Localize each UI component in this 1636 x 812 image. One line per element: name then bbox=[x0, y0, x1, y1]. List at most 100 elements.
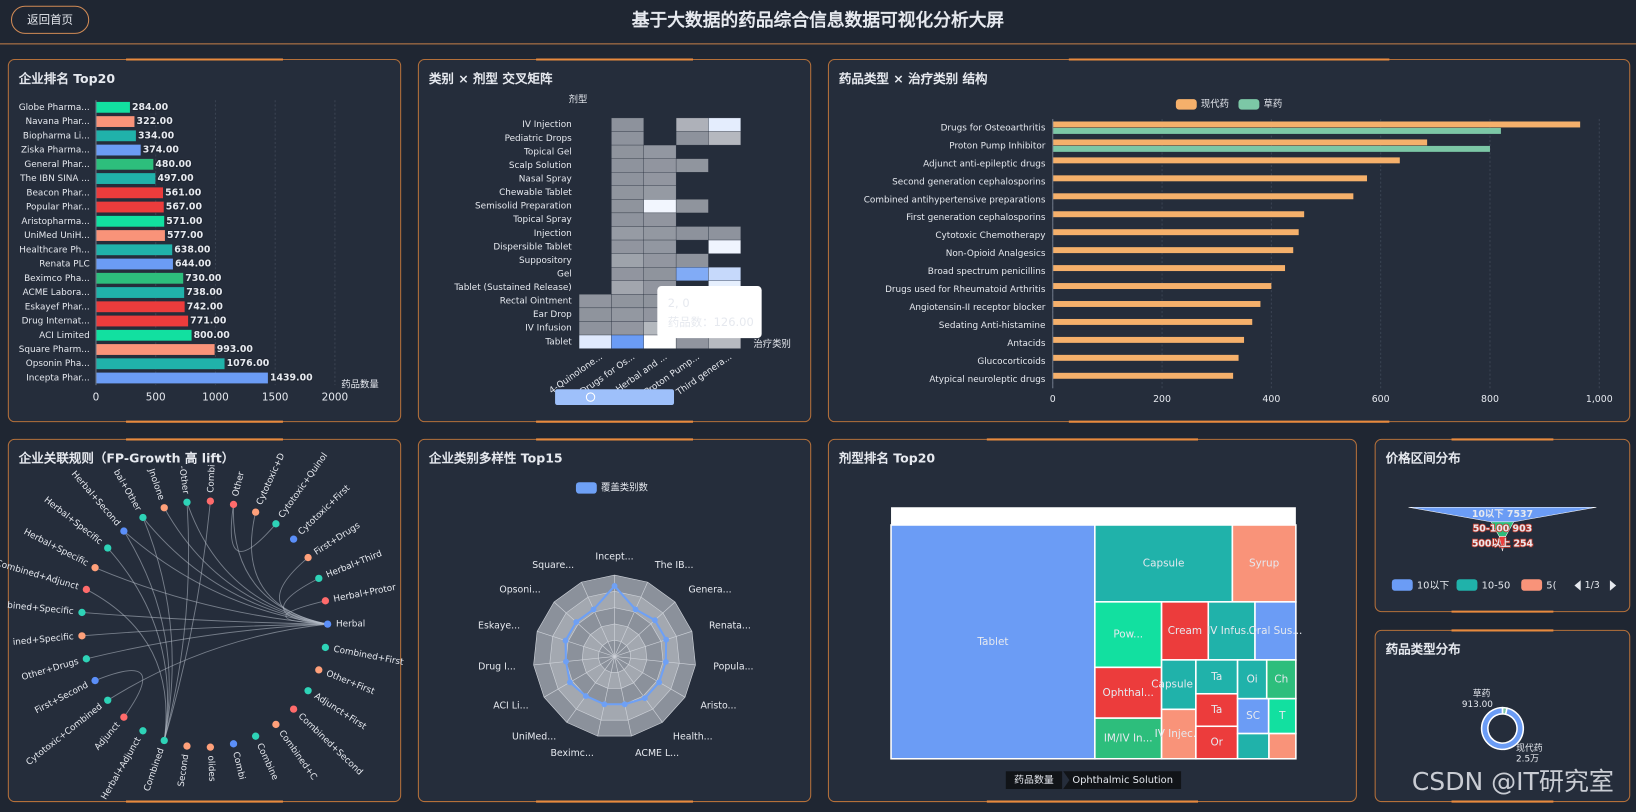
heat-cell bbox=[675, 131, 709, 146]
radar-label: Opsoni... bbox=[499, 585, 540, 596]
link bbox=[81, 611, 328, 625]
visual-map-bar bbox=[555, 389, 675, 405]
y-tick-label: Drugs used for Rheumatoid Arthritis bbox=[885, 285, 1046, 295]
radar-area bbox=[564, 584, 668, 706]
tooltip bbox=[657, 285, 762, 339]
watermark: CSDN @IT研究室 bbox=[1412, 767, 1614, 796]
treemap-cell bbox=[1195, 725, 1239, 760]
heat-cell bbox=[708, 226, 741, 241]
radar-point bbox=[573, 619, 580, 625]
treemap-label: Capsule ... bbox=[1151, 679, 1206, 691]
y-tick-label: Beximco Pha... bbox=[24, 274, 90, 284]
radar-point bbox=[621, 701, 628, 708]
value-label: 334.00 bbox=[138, 130, 175, 141]
heat-cell bbox=[643, 239, 677, 254]
treemap-label: IV Infus... bbox=[1207, 625, 1256, 637]
value-label: 567.00 bbox=[166, 202, 203, 213]
y-tick-label: First generation cephalosporins bbox=[906, 213, 1046, 223]
value-label: 771.00 bbox=[190, 316, 227, 327]
treemap-cell bbox=[1094, 666, 1163, 719]
link bbox=[142, 517, 173, 741]
link bbox=[163, 501, 211, 741]
bar bbox=[1052, 265, 1286, 272]
node bbox=[82, 585, 91, 594]
panel-title: 价格区间分布 bbox=[1386, 451, 1462, 466]
radar-axis bbox=[614, 656, 663, 723]
page-next[interactable] bbox=[1609, 580, 1617, 591]
legend-label: 10以下 bbox=[1417, 581, 1450, 592]
node bbox=[104, 696, 112, 704]
node bbox=[251, 732, 260, 740]
node bbox=[82, 655, 91, 663]
legend-swatch bbox=[1521, 579, 1543, 591]
bar bbox=[1052, 372, 1234, 379]
page-indicator: 1/3 bbox=[1585, 580, 1600, 591]
bar bbox=[1052, 283, 1272, 290]
treemap-cell bbox=[1268, 732, 1297, 760]
bar bbox=[95, 116, 135, 127]
heat-cell bbox=[675, 117, 709, 132]
heat-cell bbox=[611, 199, 644, 214]
y-tick-label: Chewable Tablet bbox=[499, 188, 572, 198]
bar bbox=[1052, 175, 1368, 182]
x-tick-label: 0 bbox=[1050, 394, 1056, 405]
panel-title: 企业关联规则（FP-Growth 高 lift） bbox=[18, 451, 235, 466]
y-tick-label: Incepta Phar... bbox=[26, 374, 90, 384]
node bbox=[206, 743, 215, 751]
heat-cell bbox=[643, 144, 677, 159]
home-button[interactable] bbox=[10, 5, 90, 34]
legend-label: 10-50 bbox=[1482, 581, 1511, 592]
node bbox=[91, 676, 99, 685]
y-axis-name: 剂型 bbox=[569, 94, 588, 106]
y-tick-label: Scalp Solution bbox=[509, 161, 572, 171]
node bbox=[91, 564, 99, 572]
radar-label: Beximc... bbox=[550, 748, 593, 759]
breadcrumb-item bbox=[1063, 771, 1182, 790]
panel-title: 药品类型 × 治疗类别 结构 bbox=[839, 71, 988, 86]
legend-swatch bbox=[1456, 579, 1478, 591]
node bbox=[315, 666, 323, 674]
y-tick-label: Pediatric Drops bbox=[505, 134, 573, 144]
link bbox=[86, 589, 167, 741]
node bbox=[321, 643, 330, 652]
heat-cell bbox=[643, 267, 677, 281]
treemap-label: IV Injec... bbox=[1155, 728, 1203, 740]
node bbox=[229, 740, 238, 748]
value-label: 561.00 bbox=[165, 187, 202, 198]
y-tick-label: Injection bbox=[534, 229, 572, 239]
bar bbox=[95, 130, 136, 142]
heat-cell bbox=[611, 294, 644, 309]
radar-axis bbox=[614, 656, 632, 737]
node-label: Herbal bbox=[336, 620, 365, 630]
node bbox=[120, 527, 128, 535]
value-label: 993.00 bbox=[217, 344, 254, 355]
radar-point bbox=[582, 693, 589, 699]
bar bbox=[1052, 127, 1501, 134]
radar-axis bbox=[614, 631, 693, 657]
treemap-label: T bbox=[1278, 710, 1286, 722]
bar bbox=[95, 329, 192, 341]
treemap-label: Ch bbox=[1274, 673, 1288, 685]
bar bbox=[1052, 193, 1354, 200]
node bbox=[206, 497, 215, 505]
heat-cell bbox=[611, 253, 644, 268]
bar bbox=[95, 201, 164, 213]
node bbox=[183, 498, 191, 506]
link bbox=[279, 557, 328, 625]
node bbox=[139, 513, 147, 522]
node-label: olides bbox=[205, 755, 216, 782]
panel-title: 药品类型分布 bbox=[1386, 642, 1462, 657]
legend-swatch bbox=[1175, 99, 1197, 110]
heat-cell bbox=[643, 212, 677, 227]
page-prev[interactable] bbox=[1574, 580, 1581, 591]
home-button-label[interactable]: 返回首页 bbox=[27, 12, 73, 26]
value-label: 284.00 bbox=[132, 102, 169, 113]
treemap-cell bbox=[1267, 697, 1297, 735]
heat-cell bbox=[708, 131, 741, 146]
x-tick-label: 0 bbox=[93, 392, 100, 404]
radar-label: Eskaye... bbox=[478, 620, 520, 631]
value-label: 742.00 bbox=[187, 301, 224, 312]
node bbox=[78, 632, 86, 640]
radar-label: Square... bbox=[532, 560, 574, 571]
y-tick-label: Drug Internat... bbox=[22, 317, 90, 327]
